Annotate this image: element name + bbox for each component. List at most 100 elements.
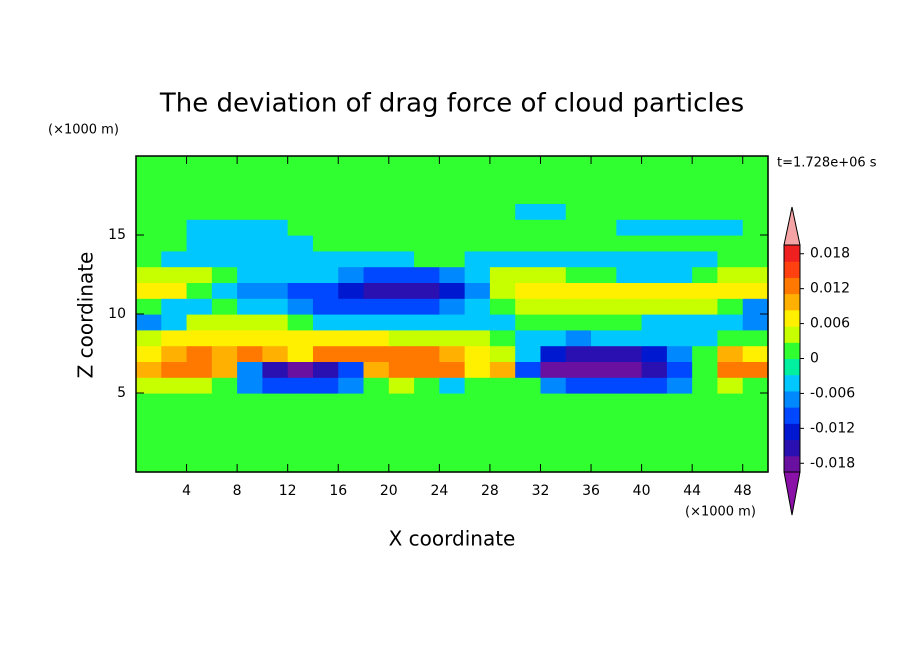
field-cell [338, 203, 365, 220]
field-cell [515, 219, 542, 236]
field-cell [211, 361, 238, 378]
field-cell [237, 314, 263, 331]
field-cell [666, 377, 693, 394]
time-label: t=1.728e+06 s [777, 156, 877, 171]
field-cell [237, 282, 263, 299]
field-cell [414, 298, 440, 315]
field-cell [439, 377, 466, 394]
field-cell [565, 456, 592, 473]
field-cell [312, 266, 339, 283]
field-cell [363, 266, 390, 283]
field-cell [742, 361, 769, 378]
field-cell [692, 377, 719, 394]
field-cell [414, 314, 440, 331]
field-cell [717, 298, 744, 315]
field-cell [414, 345, 440, 362]
field-cell [717, 156, 744, 173]
colorbar-band [784, 439, 800, 457]
field-cell [540, 329, 567, 347]
field-cell [717, 393, 744, 410]
field-cell [515, 298, 542, 315]
field-cell [641, 361, 668, 378]
field-cell [565, 235, 592, 252]
field-cell [616, 377, 643, 394]
colorbar-tick-label: 0.018 [810, 246, 850, 262]
colorbar-band [784, 293, 800, 311]
field-cell [666, 282, 693, 299]
field-cell [692, 219, 719, 236]
field-cell [464, 345, 491, 362]
field-cell [515, 156, 542, 173]
colorbar-tick-label: -0.012 [810, 420, 855, 436]
field-cell [338, 266, 365, 283]
field-cell [211, 187, 238, 204]
field-cell [591, 203, 617, 220]
field-cell [161, 219, 188, 236]
field-cell [439, 250, 466, 268]
field-cell [616, 329, 643, 347]
field-cell [186, 282, 213, 299]
field-cell [237, 219, 263, 236]
field-cell [717, 203, 744, 220]
field-cell [186, 235, 213, 252]
field-cell [489, 171, 516, 189]
field-cell [136, 314, 162, 331]
field-cell [211, 393, 238, 410]
field-cell [565, 219, 592, 236]
field-cell [742, 235, 769, 252]
field-cell [312, 171, 339, 189]
field-cell [161, 440, 188, 457]
field-cell [312, 235, 339, 252]
field-cell [742, 393, 769, 410]
field-cell [262, 171, 289, 189]
field-cell [338, 298, 365, 315]
field-cell [692, 345, 719, 362]
field-cell [312, 440, 339, 457]
field-cell [692, 156, 719, 173]
field-cell [136, 219, 162, 236]
field-cell [388, 424, 415, 441]
field-cell [641, 314, 668, 331]
field-cell [237, 235, 263, 252]
field-cell [641, 156, 668, 173]
field-cell [338, 156, 365, 173]
colorbar-tick-label: 0.006 [810, 316, 850, 332]
field-cell [717, 187, 744, 204]
field-cell [414, 361, 440, 378]
field-cell [641, 329, 668, 347]
field-cell [388, 156, 415, 173]
field-cell [363, 250, 390, 268]
field-cell [363, 393, 390, 410]
field-cell [388, 171, 415, 189]
field-cell [742, 345, 769, 362]
field-cell [717, 329, 744, 347]
field-cell [515, 329, 542, 347]
field-cell [363, 456, 390, 473]
field-cell [363, 282, 390, 299]
field-cell [464, 361, 491, 378]
field-cell [186, 408, 213, 426]
field-cell [262, 393, 289, 410]
field-cell [414, 424, 440, 441]
field-cell [312, 377, 339, 394]
field-cell [312, 314, 339, 331]
field-cell [186, 377, 213, 394]
field-cell [262, 377, 289, 394]
field-cell [666, 345, 693, 362]
field-cell [262, 456, 289, 473]
field-cell [565, 203, 592, 220]
field-cell [414, 203, 440, 220]
field-cell [312, 156, 339, 173]
field-cell [136, 424, 162, 441]
field-cell [666, 250, 693, 268]
colorbar-band [784, 277, 800, 295]
field-cell [489, 282, 516, 299]
field-cell [136, 377, 162, 394]
y-axis-label: Z coordinate [74, 252, 98, 379]
field-cell [414, 377, 440, 394]
field-cell [717, 377, 744, 394]
field-cell [312, 329, 339, 347]
colorbar-over [783, 206, 801, 246]
field-cell [439, 235, 466, 252]
field-cell [439, 408, 466, 426]
